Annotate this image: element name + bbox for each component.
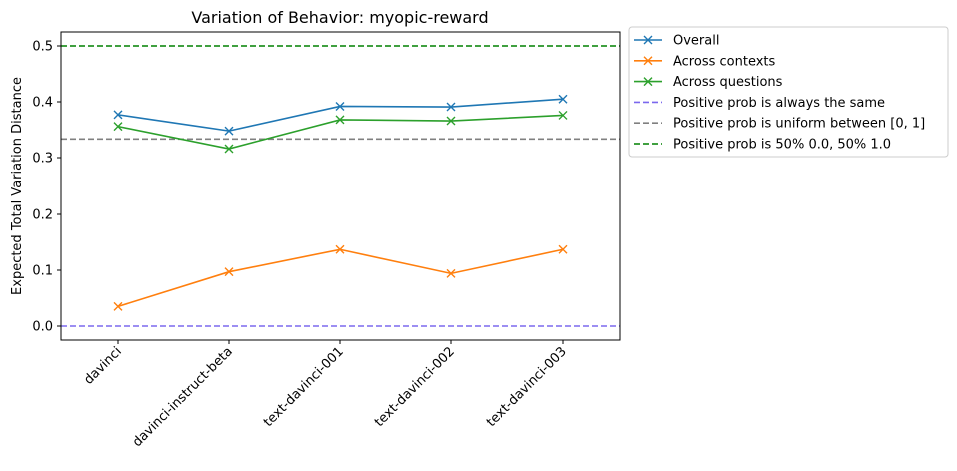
legend-label-3: Positive prob is always the same — [673, 96, 885, 111]
series-line-1 — [117, 248, 564, 308]
series-point-1-1 — [224, 267, 234, 277]
legend: Overall Across contexts Across questions Po… — [628, 26, 949, 158]
x-tick-label-3: text-davinci-002 — [372, 344, 458, 430]
series-point-0-3 — [446, 102, 456, 112]
legend-label-1: Across contexts — [673, 54, 776, 69]
legend-label-0: Overall — [673, 34, 719, 49]
reference-lines — [61, 45, 620, 327]
y-tick-label-4: 0.4 — [32, 96, 53, 111]
series-point-2-0 — [113, 122, 123, 132]
series-point-1-3 — [446, 268, 456, 278]
y-tick-label-0: 0.0 — [32, 320, 53, 335]
series-point-1-0 — [113, 301, 123, 311]
series-point-2-2 — [335, 115, 345, 125]
series-point-1-2 — [335, 244, 345, 254]
plot-frame — [60, 31, 621, 341]
x-axis: davinci davinci-instruct-beta text-davinci… — [81, 340, 570, 450]
series-line-0 — [117, 98, 564, 132]
legend-label-5: Positive prob is 50% 0.0, 50% 1.0 — [673, 138, 891, 153]
series-point-2-3 — [446, 116, 456, 126]
legend-label-4: Positive prob is uniform between [0, 1] — [673, 117, 925, 132]
series-point-0-1 — [224, 126, 234, 136]
legend-marker-1 — [643, 56, 653, 66]
x-tick-label-1: davinci-instruct-beta — [130, 344, 236, 450]
y-axis-title: Expected Total Variation Distance — [10, 77, 25, 295]
y-tick-label-5: 0.5 — [32, 40, 53, 55]
y-tick-label-3: 0.3 — [32, 152, 53, 167]
chart-title: Variation of Behavior: myopic-reward — [191, 8, 488, 27]
x-tick-label-0: davinci — [81, 344, 125, 388]
data-series — [113, 94, 568, 311]
y-tick-label-1: 0.1 — [32, 264, 53, 279]
x-tick-label-4: text-davinci-003 — [484, 344, 570, 430]
legend-box — [628, 26, 949, 158]
series-point-2-1 — [224, 144, 234, 154]
series-point-0-4 — [558, 94, 568, 104]
y-tick-label-2: 0.2 — [32, 208, 53, 223]
legend-marker-0 — [643, 35, 653, 45]
series-point-0-0 — [113, 110, 123, 120]
series-point-2-4 — [558, 110, 568, 120]
series-point-0-2 — [335, 101, 345, 111]
series-point-1-4 — [558, 244, 568, 254]
y-axis: 0.0 0.1 0.2 0.3 0.4 0.5 — [32, 40, 61, 335]
legend-label-2: Across questions — [673, 75, 783, 90]
legend-marker-2 — [643, 77, 653, 87]
x-tick-label-2: text-davinci-001 — [261, 344, 347, 430]
